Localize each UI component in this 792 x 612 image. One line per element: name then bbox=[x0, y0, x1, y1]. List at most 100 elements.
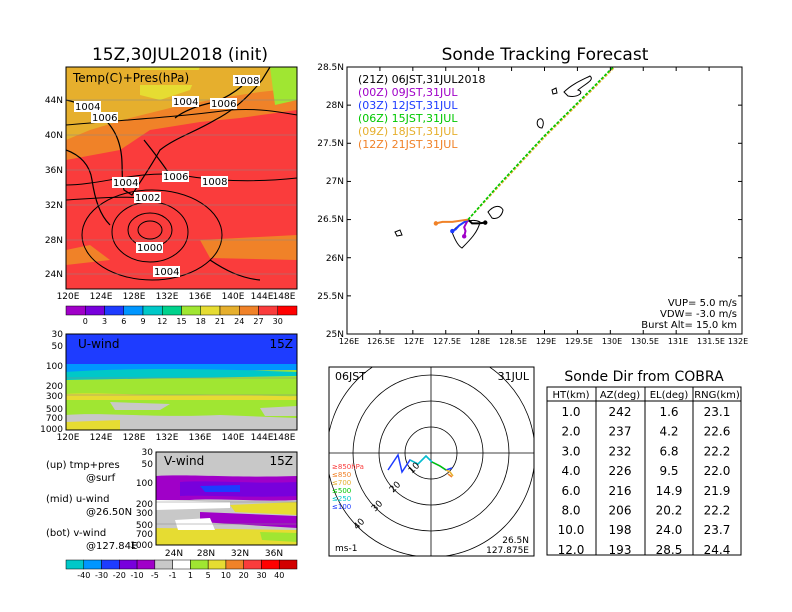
pres-tick-label: 50 bbox=[52, 342, 64, 352]
isobar-label: 1006 bbox=[92, 113, 117, 124]
pres-tick-label: 200 bbox=[46, 382, 63, 392]
isobar-labels: 1004 1004 1006 1006 1004 1006 1008 1002 … bbox=[74, 75, 260, 278]
table-cell: 28.5 bbox=[656, 543, 683, 557]
lat-tick-label: 36N bbox=[265, 549, 283, 559]
table-cell: 10.0 bbox=[558, 523, 585, 537]
hodograph-legend-entry: ≤850 bbox=[332, 471, 351, 479]
track-end-point bbox=[450, 228, 455, 234]
colorbar-swatch bbox=[136, 559, 156, 570]
track-end-point bbox=[461, 234, 467, 239]
colorbar-swatch bbox=[85, 305, 105, 316]
table-cell: 6.0 bbox=[561, 484, 580, 498]
lat-tick-label: 24N bbox=[45, 270, 63, 280]
lon-tick-label: 127.5E bbox=[433, 337, 461, 346]
table-cell: 8.0 bbox=[561, 504, 580, 518]
vwind-time: 15Z bbox=[270, 454, 294, 468]
uwind-time: 15Z bbox=[270, 337, 294, 351]
note-bot-line2: @127.84E bbox=[86, 541, 137, 552]
table-cell: 23.7 bbox=[704, 523, 731, 537]
isobar-label: 1006 bbox=[211, 99, 236, 110]
note-mid-line1: (mid) u-wind bbox=[46, 494, 109, 505]
isobar-label: 1004 bbox=[173, 97, 198, 108]
colorbar-label: 10 bbox=[221, 571, 231, 580]
colorbar-swatch bbox=[258, 305, 278, 316]
lon-tick-label: 124E bbox=[90, 292, 113, 302]
colorbar-label: 30 bbox=[273, 317, 283, 326]
colorbar-swatch bbox=[154, 559, 173, 570]
table-cell: 20.2 bbox=[656, 504, 683, 518]
uwind-panel: U-wind 15Z 30 50 100 200 300 500 700 100… bbox=[40, 330, 298, 443]
colorbar-swatch bbox=[278, 559, 298, 570]
lon-tick-label: 128.5E bbox=[499, 337, 527, 346]
table-cell: 198 bbox=[609, 523, 632, 537]
lon-tick-label: 144E bbox=[251, 433, 274, 443]
lat-tick-label: 24N bbox=[165, 549, 183, 559]
sonde-tracks bbox=[433, 34, 645, 239]
table-cell: 14.9 bbox=[656, 484, 683, 498]
map-title: 15Z,30JUL2018 (init) bbox=[92, 45, 268, 65]
table-cell: 237 bbox=[609, 425, 632, 439]
wind-colorbar: -40 -30 -20 -10 -5 -1 1 5 10 20 30 40 bbox=[65, 559, 298, 580]
colorbar-swatch bbox=[123, 305, 144, 316]
table-cell: 22.0 bbox=[704, 464, 731, 478]
lon-tick-label: 128E bbox=[470, 337, 490, 346]
pres-tick-label: 30 bbox=[142, 448, 154, 458]
isobar-label: 1004 bbox=[75, 102, 100, 113]
legend-entry: (21Z) 06JST,31JUL2018 bbox=[358, 73, 485, 86]
lon-tick-label: 126.5E bbox=[367, 337, 395, 346]
legend-entry: (12Z) 21JST,31JUL bbox=[358, 138, 458, 151]
lat-tick-label: 25.5N bbox=[317, 292, 344, 302]
hodograph-lon: 127.875E bbox=[486, 546, 529, 556]
tracking-title: Sonde Tracking Forecast bbox=[442, 45, 649, 65]
note-mid-line2: @26.50N bbox=[86, 507, 132, 518]
lat-tick-label: 32N bbox=[231, 549, 249, 559]
colorbar-label: 3 bbox=[102, 317, 107, 326]
lon-tick-label: 136E bbox=[189, 292, 212, 302]
colorbar-swatch bbox=[200, 305, 221, 316]
legend-entry: (03Z) 12JST,31JUL bbox=[358, 99, 458, 112]
note-up-line2: @surf bbox=[86, 473, 116, 484]
lat-tick-label: 27N bbox=[326, 177, 344, 187]
colorbar-label: 30 bbox=[256, 571, 266, 580]
hodograph-legend-entry: ≤250 bbox=[332, 495, 351, 503]
lon-tick-label: 136E bbox=[189, 433, 212, 443]
track-end-point bbox=[483, 220, 488, 225]
lon-tick-label: 128E bbox=[123, 292, 146, 302]
pres-tick-label: 500 bbox=[46, 405, 63, 415]
vwind-lat-labels: 24N 28N 32N 36N bbox=[165, 549, 283, 559]
colorbar-swatch bbox=[119, 559, 138, 570]
colorbar-swatch bbox=[190, 559, 209, 570]
burst-alt-text: Burst Alt= 15.0 km bbox=[641, 320, 737, 331]
temp-pres-map: 15Z,30JUL2018 (init) bbox=[45, 45, 298, 326]
lon-tick-label: 129E bbox=[536, 337, 556, 346]
colorbar-label: 12 bbox=[157, 317, 167, 326]
colorbar-label: 18 bbox=[196, 317, 206, 326]
hodograph-legend: ≥850hPa ≤850 ≤700 ≤500 ≤250 ≤100 bbox=[332, 463, 364, 511]
table-cell: 24.4 bbox=[704, 543, 731, 557]
track-end-point bbox=[641, 34, 645, 38]
lon-tick-label: 148E bbox=[273, 433, 296, 443]
uwind-lon-labels: 120E 124E 128E 132E 136E 140E 144E 148E bbox=[57, 433, 296, 443]
tracking-panel: Sonde Tracking Forecast 28.5N 28N 27.5N … bbox=[317, 34, 748, 346]
hodograph-ring-labels: 10 20 30 40 bbox=[352, 461, 422, 532]
table-cell: 216 bbox=[609, 484, 632, 498]
colorbar-label: 40 bbox=[274, 571, 284, 580]
lon-tick-label: 127E bbox=[404, 337, 424, 346]
colorbar-label: -40 bbox=[77, 571, 90, 580]
tracking-ticks bbox=[346, 66, 743, 335]
table-cell: 23.1 bbox=[704, 405, 731, 419]
map-label: Temp(C)+Pres(hPa) bbox=[72, 71, 189, 85]
uwind-label: U-wind bbox=[78, 337, 119, 351]
isobar-label: 1004 bbox=[154, 267, 179, 278]
table-cell: 232 bbox=[609, 444, 632, 458]
colorbar-swatch bbox=[162, 305, 182, 316]
hodograph-panel: 10 20 30 40 06JST 31JUL ≥850hPa ≤850 ≤70… bbox=[328, 366, 535, 557]
lat-tick-label: 40N bbox=[45, 131, 63, 141]
track-end-point bbox=[433, 221, 439, 226]
lon-tick-label: 132E bbox=[156, 292, 179, 302]
lon-tick-label: 131.5E bbox=[697, 337, 725, 346]
pres-tick-label: 50 bbox=[142, 460, 154, 470]
lon-tick-label: 131E bbox=[668, 337, 688, 346]
tracking-lat-labels: 28.5N 28N 27.5N 27N 26.5N 26N 25.5N 25N bbox=[317, 63, 344, 340]
